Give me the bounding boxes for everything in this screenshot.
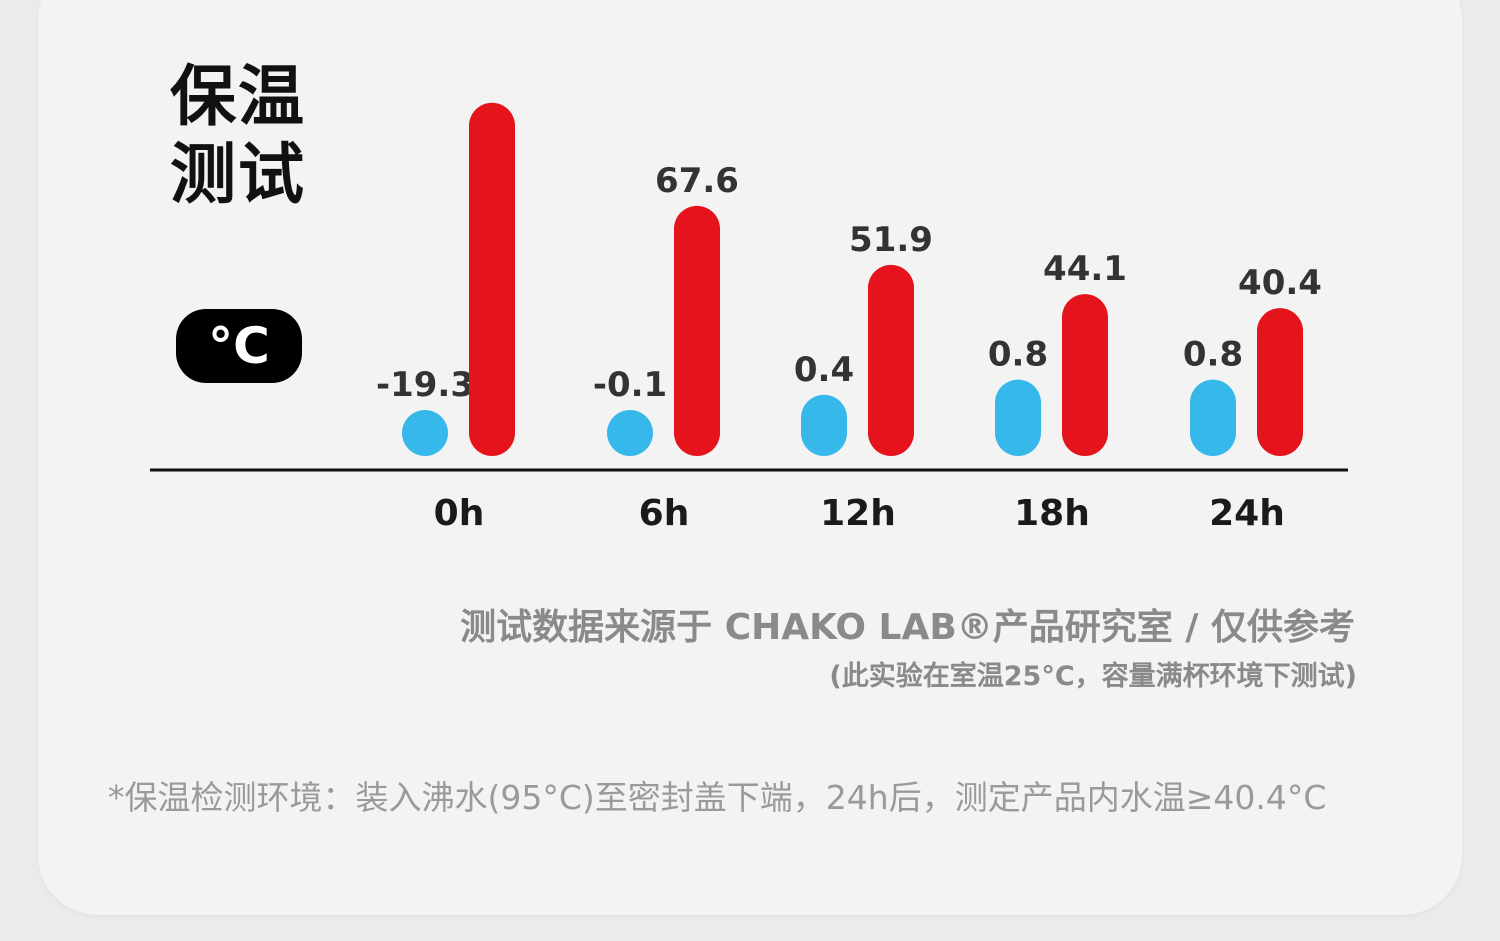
hot-bar-0h xyxy=(469,102,515,457)
hot-bar-18h xyxy=(1062,294,1108,456)
cold-bar-24h xyxy=(1190,379,1236,456)
x-tick-label-18h: 18h xyxy=(1014,493,1090,534)
cold-value-label-0h: -19.3 xyxy=(376,365,474,405)
cold-bar-18h xyxy=(995,379,1041,456)
cold-value-label-6h: -0.1 xyxy=(593,365,667,405)
unit-badge: °C xyxy=(176,309,302,383)
hot-value-label-18h: 44.1 xyxy=(1043,249,1127,289)
title-line-2: 测试 xyxy=(170,136,306,213)
cold-bar-6h xyxy=(607,410,653,456)
x-tick-label-0h: 0h xyxy=(434,493,485,534)
hot-value-label-12h: 51.9 xyxy=(849,220,933,260)
hot-value-label-24h: 40.4 xyxy=(1238,263,1322,303)
hot-value-label-6h: 67.6 xyxy=(655,161,739,201)
hot-bar-6h xyxy=(674,205,720,456)
title-line-1: 保温 xyxy=(170,58,306,135)
cold-bar-0h xyxy=(402,410,448,456)
hot-bar-12h xyxy=(868,264,914,456)
cold-value-label-18h: 0.8 xyxy=(988,335,1048,375)
cold-value-label-12h: 0.4 xyxy=(794,350,854,390)
chart-title: 保温 测试 xyxy=(170,58,306,214)
data-source-text: 测试数据来源于 CHAKO LAB®产品研究室 / 仅供参考 xyxy=(460,607,1355,648)
x-tick-label-12h: 12h xyxy=(820,493,896,534)
hot-bar-24h xyxy=(1257,308,1303,456)
footnote-text: *保温检测环境：装入沸水(95°C)至密封盖下端，24h后，测定产品内水温≥40… xyxy=(108,778,1327,817)
cold-bar-12h xyxy=(801,394,847,456)
chart-card xyxy=(38,0,1462,915)
cold-value-label-24h: 0.8 xyxy=(1183,335,1243,375)
x-tick-label-24h: 24h xyxy=(1209,493,1285,534)
x-tick-label-6h: 6h xyxy=(639,493,690,534)
test-condition-note: (此实验在室温25°C，容量满杯环境下测试) xyxy=(829,661,1357,692)
